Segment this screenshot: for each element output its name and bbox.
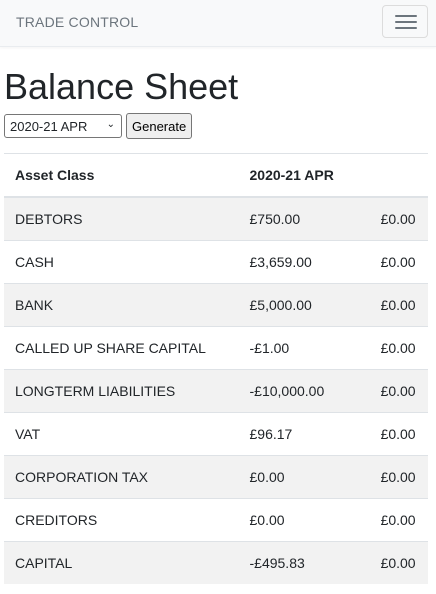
hamburger-bar — [395, 21, 417, 23]
value-cell: £0.00 — [238, 498, 370, 542]
page-title: Balance Sheet — [4, 66, 239, 107]
value-cell: £750.00 — [238, 196, 370, 241]
value-cell: -£495.83 — [238, 541, 370, 584]
table-row: DEBTORS £750.00 £0.00 — [4, 196, 428, 241]
hamburger-bar — [395, 27, 417, 29]
value2-cell: £0.00 — [369, 412, 428, 456]
asset-class-cell: CORPORATION TAX — [4, 455, 239, 499]
asset-class-cell: CASH — [4, 240, 239, 284]
table-row: CORPORATION TAX £0.00 £0.00 — [4, 455, 428, 499]
table-row: CREDITORS £0.00 £0.00 — [4, 498, 428, 542]
asset-class-cell: CAPITAL — [4, 541, 239, 584]
value2-cell: £0.00 — [369, 196, 428, 241]
header-period: 2020-21 APR — [238, 153, 370, 198]
value2-cell: £0.00 — [369, 455, 428, 499]
asset-class-cell: CREDITORS — [4, 498, 239, 542]
value-cell: -£10,000.00 — [238, 369, 370, 413]
asset-class-cell: BANK — [4, 283, 239, 327]
header-extra — [369, 153, 428, 198]
value2-cell: £0.00 — [369, 498, 428, 542]
main-content: Balance Sheet 2020-21 APR ⌄ Generate Ass… — [0, 65, 436, 584]
value2-cell: £0.00 — [369, 326, 428, 370]
asset-class-cell: DEBTORS — [4, 196, 239, 241]
period-select-value: 2020-21 APR — [10, 118, 88, 134]
table-row: VAT £96.17 £0.00 — [4, 412, 428, 456]
table-row: BANK £5,000.00 £0.00 — [4, 283, 428, 327]
value2-cell: £0.00 — [369, 240, 428, 284]
value-cell: -£1.00 — [238, 326, 370, 370]
report-controls: 2020-21 APR ⌄ Generate — [4, 113, 428, 139]
asset-class-cell: VAT — [4, 412, 239, 456]
period-select[interactable]: 2020-21 APR ⌄ — [4, 114, 122, 138]
value2-cell: £0.00 — [369, 541, 428, 584]
table-row: CASH £3,659.00 £0.00 — [4, 240, 428, 284]
table-row: LONGTERM LIABILITIES -£10,000.00 £0.00 — [4, 369, 428, 413]
navbar-toggler-button[interactable] — [382, 5, 428, 38]
balance-sheet-table: Asset Class 2020-21 APR DEBTORS £750.00 … — [4, 153, 428, 584]
value-cell: £96.17 — [238, 412, 370, 456]
asset-class-cell: CALLED UP SHARE CAPITAL — [4, 326, 239, 370]
value-cell: £3,659.00 — [238, 240, 370, 284]
table-row: CALLED UP SHARE CAPITAL -£1.00 £0.00 — [4, 326, 428, 370]
chevron-down-icon: ⌄ — [106, 119, 115, 130]
generate-button[interactable]: Generate — [126, 113, 193, 139]
value-cell: £0.00 — [238, 455, 370, 499]
header-asset-class: Asset Class — [4, 153, 239, 198]
navbar-brand[interactable]: TRADE CONTROL — [16, 14, 139, 30]
value-cell: £5,000.00 — [238, 283, 370, 327]
hamburger-bar — [395, 15, 417, 17]
navbar: TRADE CONTROL — [0, 0, 436, 47]
asset-class-cell: LONGTERM LIABILITIES — [4, 369, 239, 413]
value2-cell: £0.00 — [369, 283, 428, 327]
table-header-row: Asset Class 2020-21 APR — [4, 153, 428, 198]
value2-cell: £0.00 — [369, 369, 428, 413]
table-row: CAPITAL -£495.83 £0.00 — [4, 541, 428, 584]
